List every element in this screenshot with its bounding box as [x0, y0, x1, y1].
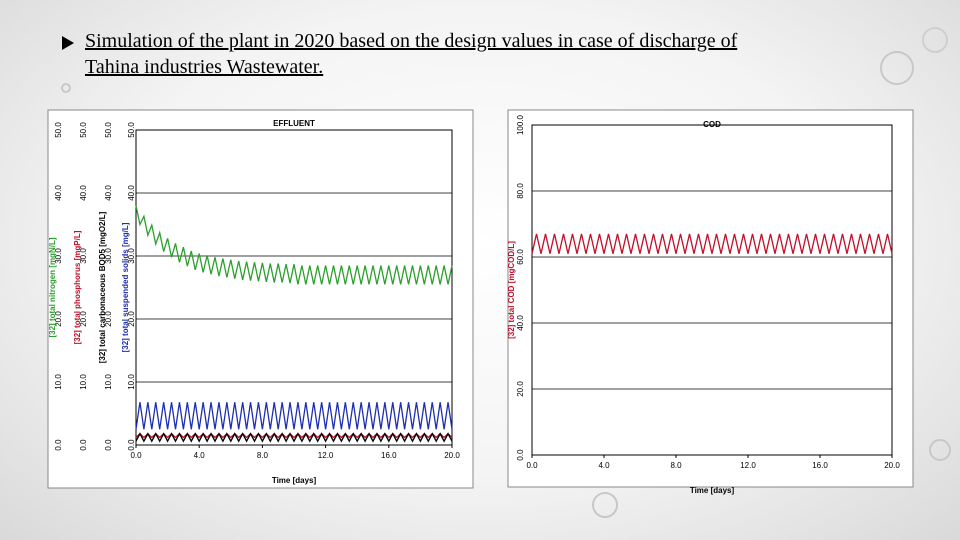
y-tick-label: 20.0 [104, 311, 113, 327]
x-tick-label: 4.0 [194, 451, 206, 460]
x-axis-label: Time [days] [272, 476, 317, 485]
y-tick-label: 80.0 [516, 183, 525, 199]
x-tick-label: 8.0 [670, 461, 682, 470]
x-tick-label: 16.0 [812, 461, 828, 470]
y-tick-label: 10.0 [54, 374, 63, 390]
y-tick-label: 0.0 [104, 439, 113, 451]
plot-area [531, 124, 893, 456]
bullet-text: Simulation of the plant in 2020 based on… [85, 28, 737, 80]
text-line: Simulation of the plant in 2020 based on… [85, 30, 738, 52]
chart-title: EFFLUENT [273, 119, 315, 128]
series-line [135, 205, 453, 285]
y-tick-label: 0.0 [516, 449, 525, 461]
x-tick-label: 8.0 [257, 451, 269, 460]
y-axis-label: [32] total carbonaceous BOD5 [mgO2/L] [98, 211, 107, 363]
y-tick-label: 20.0 [79, 311, 88, 327]
y-tick-label: 20.0 [54, 311, 63, 327]
x-tick-label: 4.0 [598, 461, 610, 470]
y-axis-label: [32] total COD [mgCOD/L] [507, 241, 516, 339]
y-tick-label: 50.0 [79, 122, 88, 138]
y-axis-label: [32] total suspended solids [mg/L] [121, 222, 130, 352]
droplet [929, 439, 951, 461]
y-tick-label: 50.0 [104, 122, 113, 138]
x-tick-label: 0.0 [130, 451, 142, 460]
x-tick-label: 12.0 [318, 451, 334, 460]
y-tick-label: 50.0 [127, 122, 136, 138]
y-tick-label: 10.0 [79, 374, 88, 390]
y-tick-label: 100.0 [516, 114, 525, 135]
y-tick-label: 30.0 [79, 248, 88, 264]
y-tick-label: 60.0 [516, 249, 525, 265]
y-tick-label: 20.0 [127, 311, 136, 327]
droplet [592, 492, 618, 518]
x-tick-label: 12.0 [740, 461, 756, 470]
x-axis-label: Time [days] [690, 486, 735, 495]
chart-title: COD [703, 120, 721, 129]
y-tick-label: 20.0 [516, 381, 525, 397]
y-tick-label: 40.0 [127, 185, 136, 201]
series-line [531, 233, 893, 254]
y-tick-label: 40.0 [54, 185, 63, 201]
y-tick-label: 10.0 [127, 374, 136, 390]
y-tick-label: 40.0 [79, 185, 88, 201]
x-tick-label: 16.0 [381, 451, 397, 460]
y-tick-label: 30.0 [104, 248, 113, 264]
droplet [880, 51, 914, 85]
y-axis-label: [32] total phosphorus [mgP/L] [73, 230, 82, 344]
y-tick-label: 0.0 [79, 439, 88, 451]
droplet [922, 27, 948, 53]
y-tick-label: 30.0 [54, 248, 63, 264]
x-tick-label: 0.0 [526, 461, 538, 470]
y-tick-label: 40.0 [516, 315, 525, 331]
y-tick-label: 0.0 [54, 439, 63, 451]
bullet-arrow [62, 36, 74, 50]
x-tick-label: 20.0 [884, 461, 900, 470]
y-axis-label: [32] total nitrogen [mgN/L] [48, 237, 57, 337]
y-tick-label: 30.0 [127, 248, 136, 264]
droplet [61, 83, 71, 93]
series-line [135, 432, 453, 443]
y-tick-label: 0.0 [127, 439, 136, 451]
y-tick-label: 10.0 [104, 374, 113, 390]
y-tick-label: 40.0 [104, 185, 113, 201]
y-tick-label: 50.0 [54, 122, 63, 138]
plot-area [135, 129, 453, 446]
x-tick-label: 20.0 [444, 451, 460, 460]
series-line [135, 402, 453, 430]
text-line: Tahina industries Wastewater. [85, 56, 324, 78]
